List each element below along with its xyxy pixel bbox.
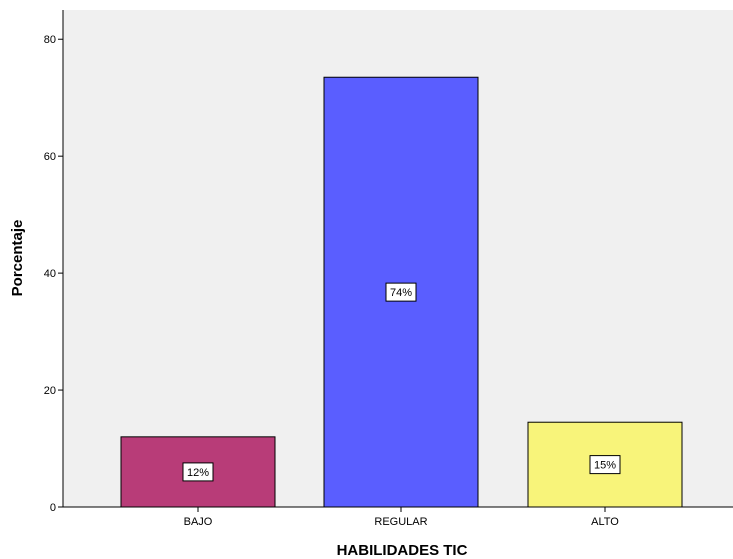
data-label-regular: 74% xyxy=(390,287,412,299)
x-axis-title: HABILIDADES TIC xyxy=(337,542,468,559)
y-tick-label-60: 60 xyxy=(44,151,56,163)
y-axis: 0 20 40 60 80 xyxy=(44,10,64,514)
bars: 12% 74% 15% xyxy=(120,76,683,508)
x-tick-label-bajo: BAJO xyxy=(184,516,213,528)
y-tick-label-0: 0 xyxy=(50,502,56,514)
y-tick-label-20: 20 xyxy=(44,385,56,397)
y-tick-label-80: 80 xyxy=(44,34,56,46)
x-tick-label-regular: REGULAR xyxy=(374,516,427,528)
y-axis-title: Porcentaje xyxy=(9,220,26,297)
data-label-box-regular xyxy=(385,282,417,302)
x-tick-label-alto: ALTO xyxy=(591,516,619,528)
data-label-box-alto xyxy=(589,455,621,475)
data-label-bajo: 12% xyxy=(187,467,209,479)
data-label-alto: 15% xyxy=(594,460,616,472)
x-axis: BAJO REGULAR ALTO xyxy=(63,506,733,528)
y-tick-label-40: 40 xyxy=(44,268,56,280)
data-label-box-bajo xyxy=(182,462,214,482)
